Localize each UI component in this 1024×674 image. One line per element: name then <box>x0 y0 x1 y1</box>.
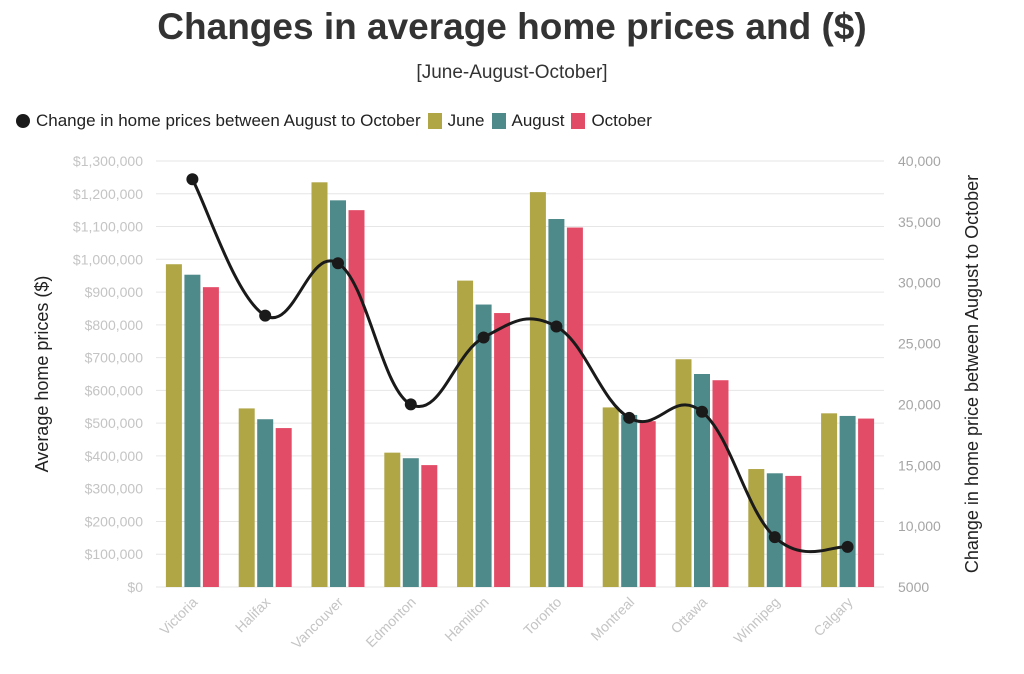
bar-june-halifax <box>238 408 255 587</box>
x-tick-label: Winnipeg <box>730 594 783 647</box>
bar-august-vancouver <box>330 200 346 588</box>
line-point-toronto <box>550 320 563 333</box>
line-point-hamilton <box>477 331 490 344</box>
series-line-change <box>191 178 848 554</box>
y-tick-label: $100,000 <box>85 546 144 562</box>
bar-october-hamilton <box>494 313 511 587</box>
legend-item-june[interactable]: June <box>427 111 485 131</box>
bar-june-ottawa <box>675 359 692 587</box>
x-tick-label: Edmonton <box>362 594 418 650</box>
legend-swatch-change <box>16 114 30 128</box>
bar-august-victoria <box>184 274 201 587</box>
line-point-halifax <box>259 309 272 322</box>
y-tick-label: $700,000 <box>85 350 144 366</box>
line-point-ottawa <box>696 405 708 418</box>
bar-june-calgary <box>821 413 838 587</box>
legend-label-october: October <box>591 111 652 130</box>
y2-tick-label: 20,000 <box>898 396 941 412</box>
y2-tick-label: 15,000 <box>898 457 941 473</box>
y2-axis-title: Change in home price between August to O… <box>962 175 982 573</box>
bar-october-toronto <box>566 227 583 587</box>
y2-tick-label: 35,000 <box>898 214 941 230</box>
bar-august-hamilton <box>475 304 492 587</box>
legend-swatch-october <box>571 113 586 129</box>
y-tick-label: $0 <box>127 579 143 595</box>
x-tick-label: Montreal <box>587 594 637 644</box>
y2-tick-label: 5000 <box>898 579 929 595</box>
line-point-victoria <box>186 173 199 186</box>
line-point-vancouver <box>332 257 344 270</box>
y-tick-label: $1,200,000 <box>73 186 143 202</box>
legend-swatch-june <box>427 113 442 129</box>
y2-tick-label: 30,000 <box>898 275 941 291</box>
legend-item-change[interactable]: Change in home prices between August to … <box>16 111 421 131</box>
bar-october-vancouver <box>348 210 365 587</box>
bar-june-montreal <box>602 407 619 587</box>
bar-october-edmonton <box>421 465 438 587</box>
y-tick-label: $200,000 <box>85 513 144 529</box>
y-tick-label: $1,000,000 <box>73 251 143 267</box>
y-tick-label: $1,300,000 <box>73 153 143 169</box>
legend-label-august: August <box>511 111 565 130</box>
chart-subtitle: [June-August-October] <box>416 62 608 83</box>
x-tick-label: Halifax <box>232 594 274 636</box>
bar-august-edmonton <box>402 458 419 587</box>
legend-item-october[interactable]: October <box>571 111 652 131</box>
bar-june-toronto <box>529 192 546 587</box>
line-point-calgary <box>841 540 854 553</box>
y2-tick-label: 10,000 <box>898 518 941 534</box>
bar-august-halifax <box>257 419 274 587</box>
bar-august-toronto <box>548 219 565 588</box>
bar-august-winnipeg <box>766 473 783 587</box>
bar-june-victoria <box>165 264 182 587</box>
line-point-winnipeg <box>768 531 781 544</box>
x-tick-label: Toronto <box>520 594 564 638</box>
legend: Change in home prices between August to … <box>16 108 659 134</box>
bar-august-calgary <box>839 415 856 587</box>
y-tick-label: $400,000 <box>85 448 144 464</box>
bar-october-calgary <box>858 418 875 587</box>
y2-tick-label: 25,000 <box>898 336 941 352</box>
bar-october-ottawa <box>712 380 729 587</box>
y-axis-title: Average home prices ($) <box>32 276 52 473</box>
x-tick-label: Hamilton <box>441 594 491 644</box>
x-tick-label: Calgary <box>810 594 855 639</box>
bar-june-hamilton <box>457 280 474 587</box>
bar-august-ottawa <box>694 374 710 587</box>
bar-october-winnipeg <box>785 475 802 587</box>
line-point-edmonton <box>404 398 417 411</box>
y-tick-label: $300,000 <box>85 481 144 497</box>
bar-june-winnipeg <box>748 469 765 587</box>
chart-title: Changes in average home prices and ($) <box>157 6 867 47</box>
y-tick-label: $600,000 <box>85 382 144 398</box>
y-tick-label: $900,000 <box>85 284 144 300</box>
bar-june-vancouver <box>311 182 328 588</box>
bar-october-victoria <box>202 287 219 587</box>
x-tick-label: Vancouver <box>288 594 346 652</box>
bar-june-edmonton <box>384 452 401 587</box>
y-tick-label: $1,100,000 <box>73 219 143 235</box>
x-tick-label: Victoria <box>156 594 200 638</box>
y-tick-label: $800,000 <box>85 317 144 333</box>
legend-item-august[interactable]: August <box>491 111 565 131</box>
y-tick-label: $500,000 <box>85 415 144 431</box>
bar-october-halifax <box>275 428 292 587</box>
legend-label-change: Change in home prices between August to … <box>36 111 421 130</box>
bar-october-montreal <box>639 421 656 587</box>
legend-label-june: June <box>447 111 485 130</box>
y2-tick-label: 40,000 <box>898 153 941 169</box>
legend-swatch-august <box>491 113 506 129</box>
bar-august-montreal <box>621 414 638 587</box>
x-tick-label: Ottawa <box>667 594 710 637</box>
line-point-montreal <box>623 411 636 424</box>
